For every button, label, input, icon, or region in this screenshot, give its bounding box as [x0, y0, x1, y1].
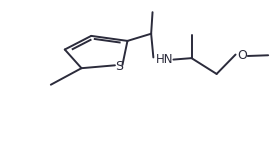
Text: O: O — [237, 49, 247, 62]
Text: S: S — [115, 60, 123, 73]
Text: HN: HN — [156, 53, 174, 66]
